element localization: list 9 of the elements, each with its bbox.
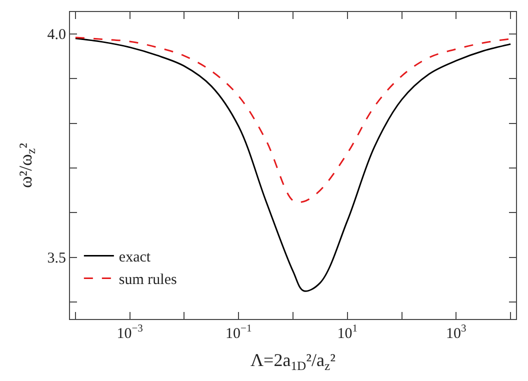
x-tick-label: 10$^{3}$ bbox=[446, 324, 466, 342]
x-axis-title: Λ=2a$_{1D}$²/a$_{z}$² bbox=[250, 350, 336, 373]
legend-label: sum rules bbox=[118, 272, 177, 288]
y-tick-label: 4.0 bbox=[47, 27, 66, 44]
y-tick-label: 3.5 bbox=[47, 250, 66, 267]
x-tick-label: 10$^{−1}$ bbox=[226, 324, 252, 342]
legend-label: exact bbox=[118, 250, 152, 266]
x-tick-label: 10$^{−3}$ bbox=[116, 324, 143, 342]
x-tick-label: 10$^{1}$ bbox=[337, 324, 358, 342]
